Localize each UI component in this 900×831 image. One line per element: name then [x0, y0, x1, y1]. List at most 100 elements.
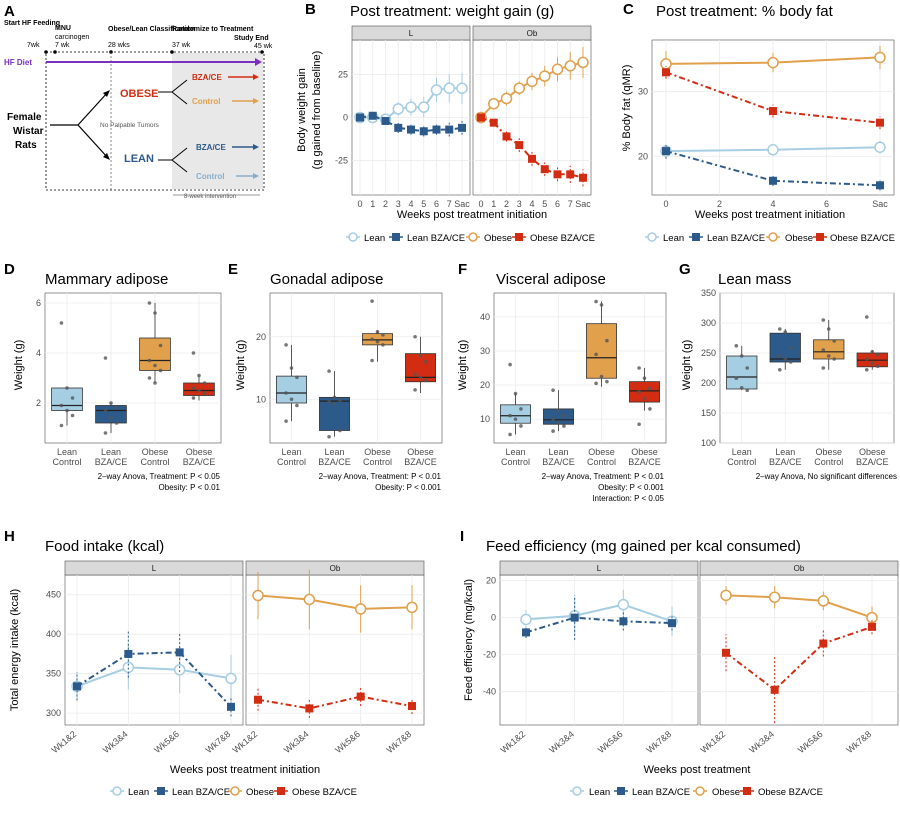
box-point — [783, 357, 788, 361]
box-point — [648, 386, 652, 391]
data-point — [566, 170, 575, 179]
box-point — [777, 354, 782, 358]
data-point — [458, 123, 466, 132]
x-tick-label: BZA/CE — [318, 457, 351, 467]
panel-i-facet-ob-obese-bza-ce-line — [725, 625, 873, 692]
y-tick-label: -20 — [483, 650, 496, 660]
data-point — [488, 97, 500, 110]
legend-obese-text: Obese — [484, 233, 512, 244]
data-point — [769, 107, 777, 116]
panel-d-note-1: 2–way Anova, Treatment: P < 0.05 — [98, 472, 221, 481]
box-point — [413, 372, 417, 377]
y-tick-label: 30 — [638, 87, 648, 97]
rats-label: Rats — [15, 140, 37, 151]
legend-lean-text: Lean — [663, 233, 684, 244]
timepoint-dot — [53, 50, 57, 54]
box-point — [875, 352, 880, 357]
data-point — [866, 611, 878, 624]
panel-h-facet-l-strip — [64, 560, 244, 576]
data-point — [303, 593, 316, 606]
box-point — [783, 330, 788, 334]
x-tick-label: Lean — [281, 447, 301, 457]
panel-g-title: Lean mass — [718, 271, 791, 288]
data-point — [419, 127, 428, 136]
panel-a: A HF Diet Start HF Feeding 7wk MNU carci… — [4, 3, 273, 200]
box-point — [513, 391, 518, 396]
data-point — [662, 68, 670, 77]
box-point — [191, 386, 196, 390]
panel-g-label: G — [679, 261, 691, 278]
x-tick-label: 4 — [770, 199, 775, 209]
box-point — [338, 428, 342, 433]
x-tick-label: BZA/CE — [628, 457, 661, 467]
box-point — [370, 299, 374, 303]
panel-c-title: Post treatment: % body fat — [656, 3, 834, 20]
y-tick-label: 20 — [486, 576, 496, 586]
data-point — [408, 702, 416, 711]
panel-d-label: D — [4, 261, 15, 278]
x-tick-label: Obese — [407, 447, 434, 457]
box-point — [158, 343, 163, 348]
box-point — [826, 354, 831, 358]
box-point — [870, 361, 875, 366]
panel-h-title: Food intake (kcal) — [45, 538, 164, 555]
legend-lean-marker — [572, 786, 582, 796]
no-palpable-label: No Palpable Tumors — [100, 122, 160, 129]
panel-h-facet-ob-obese-line — [257, 594, 413, 610]
data-point — [394, 123, 403, 132]
box-point — [191, 396, 196, 400]
data-point — [817, 595, 830, 607]
box-point — [562, 413, 566, 418]
panel-c-plot: 0 2 4 6 Sac 30 20 — [638, 39, 895, 209]
box-point — [642, 396, 647, 401]
step-randomize-sub: 37 wk — [172, 42, 191, 49]
x-tick-label: BZA/CE — [769, 457, 802, 467]
panel-e-note-2: Obesity: P < 0.001 — [375, 483, 441, 492]
x-tick-label: 5 — [542, 199, 547, 209]
panel-f-ylabel: Weight (g) — [457, 340, 469, 391]
panel-h-facet-l-lean-bza-ce-line — [76, 651, 232, 708]
box-point — [788, 346, 793, 351]
data-point — [553, 170, 562, 179]
data-point — [407, 125, 415, 134]
box-point — [109, 401, 113, 405]
panel-b-title: Post treatment: weight gain (g) — [350, 3, 554, 20]
box-point — [70, 396, 75, 400]
x-tick-label: Wk3&4 — [547, 729, 576, 755]
x-tick-label: Obese — [859, 447, 886, 457]
x-tick-label: Lean — [548, 447, 568, 457]
box — [813, 339, 845, 360]
legend-lean-marker — [348, 232, 358, 242]
box-point — [864, 368, 869, 372]
box-point — [327, 399, 331, 404]
box-point — [153, 311, 157, 315]
legend-obese-text: Obese — [246, 787, 274, 798]
box-point — [875, 364, 880, 369]
y-tick-label: 6 — [36, 298, 41, 308]
data-point — [720, 589, 732, 602]
box-point — [739, 386, 744, 390]
box-point — [332, 395, 337, 400]
panel-i-facet-l-strip — [499, 560, 699, 576]
panel-d-note-2: Obesity: P < 0.01 — [159, 483, 221, 492]
x-tick-label: 2 — [717, 199, 722, 209]
panel-h-facet-l-frame — [64, 574, 244, 726]
box-point — [197, 373, 201, 378]
panel-i-label: I — [460, 528, 464, 545]
box-point — [418, 353, 423, 358]
data-point — [769, 176, 777, 185]
legend-obese-bza-text: Obese BZA/CE — [530, 233, 595, 244]
box-point — [508, 413, 512, 418]
box-point — [375, 329, 380, 334]
x-tick-label: Control — [587, 457, 616, 467]
x-tick-label: 6 — [555, 199, 560, 209]
x-tick-label: Wk5&6 — [796, 729, 825, 755]
panel-b-facet-l-strip-label: L — [409, 29, 414, 38]
box-point — [332, 401, 337, 406]
legend-i: Lean Lean BZA/CE Obese Obese BZA/CE — [570, 786, 823, 798]
data-point — [722, 648, 730, 657]
x-tick-label: Wk3&4 — [101, 729, 130, 755]
x-tick-label: BZA/CE — [183, 457, 216, 467]
panel-i-facet-l-strip-label: L — [597, 564, 602, 573]
legend-lean-marker — [112, 786, 122, 796]
